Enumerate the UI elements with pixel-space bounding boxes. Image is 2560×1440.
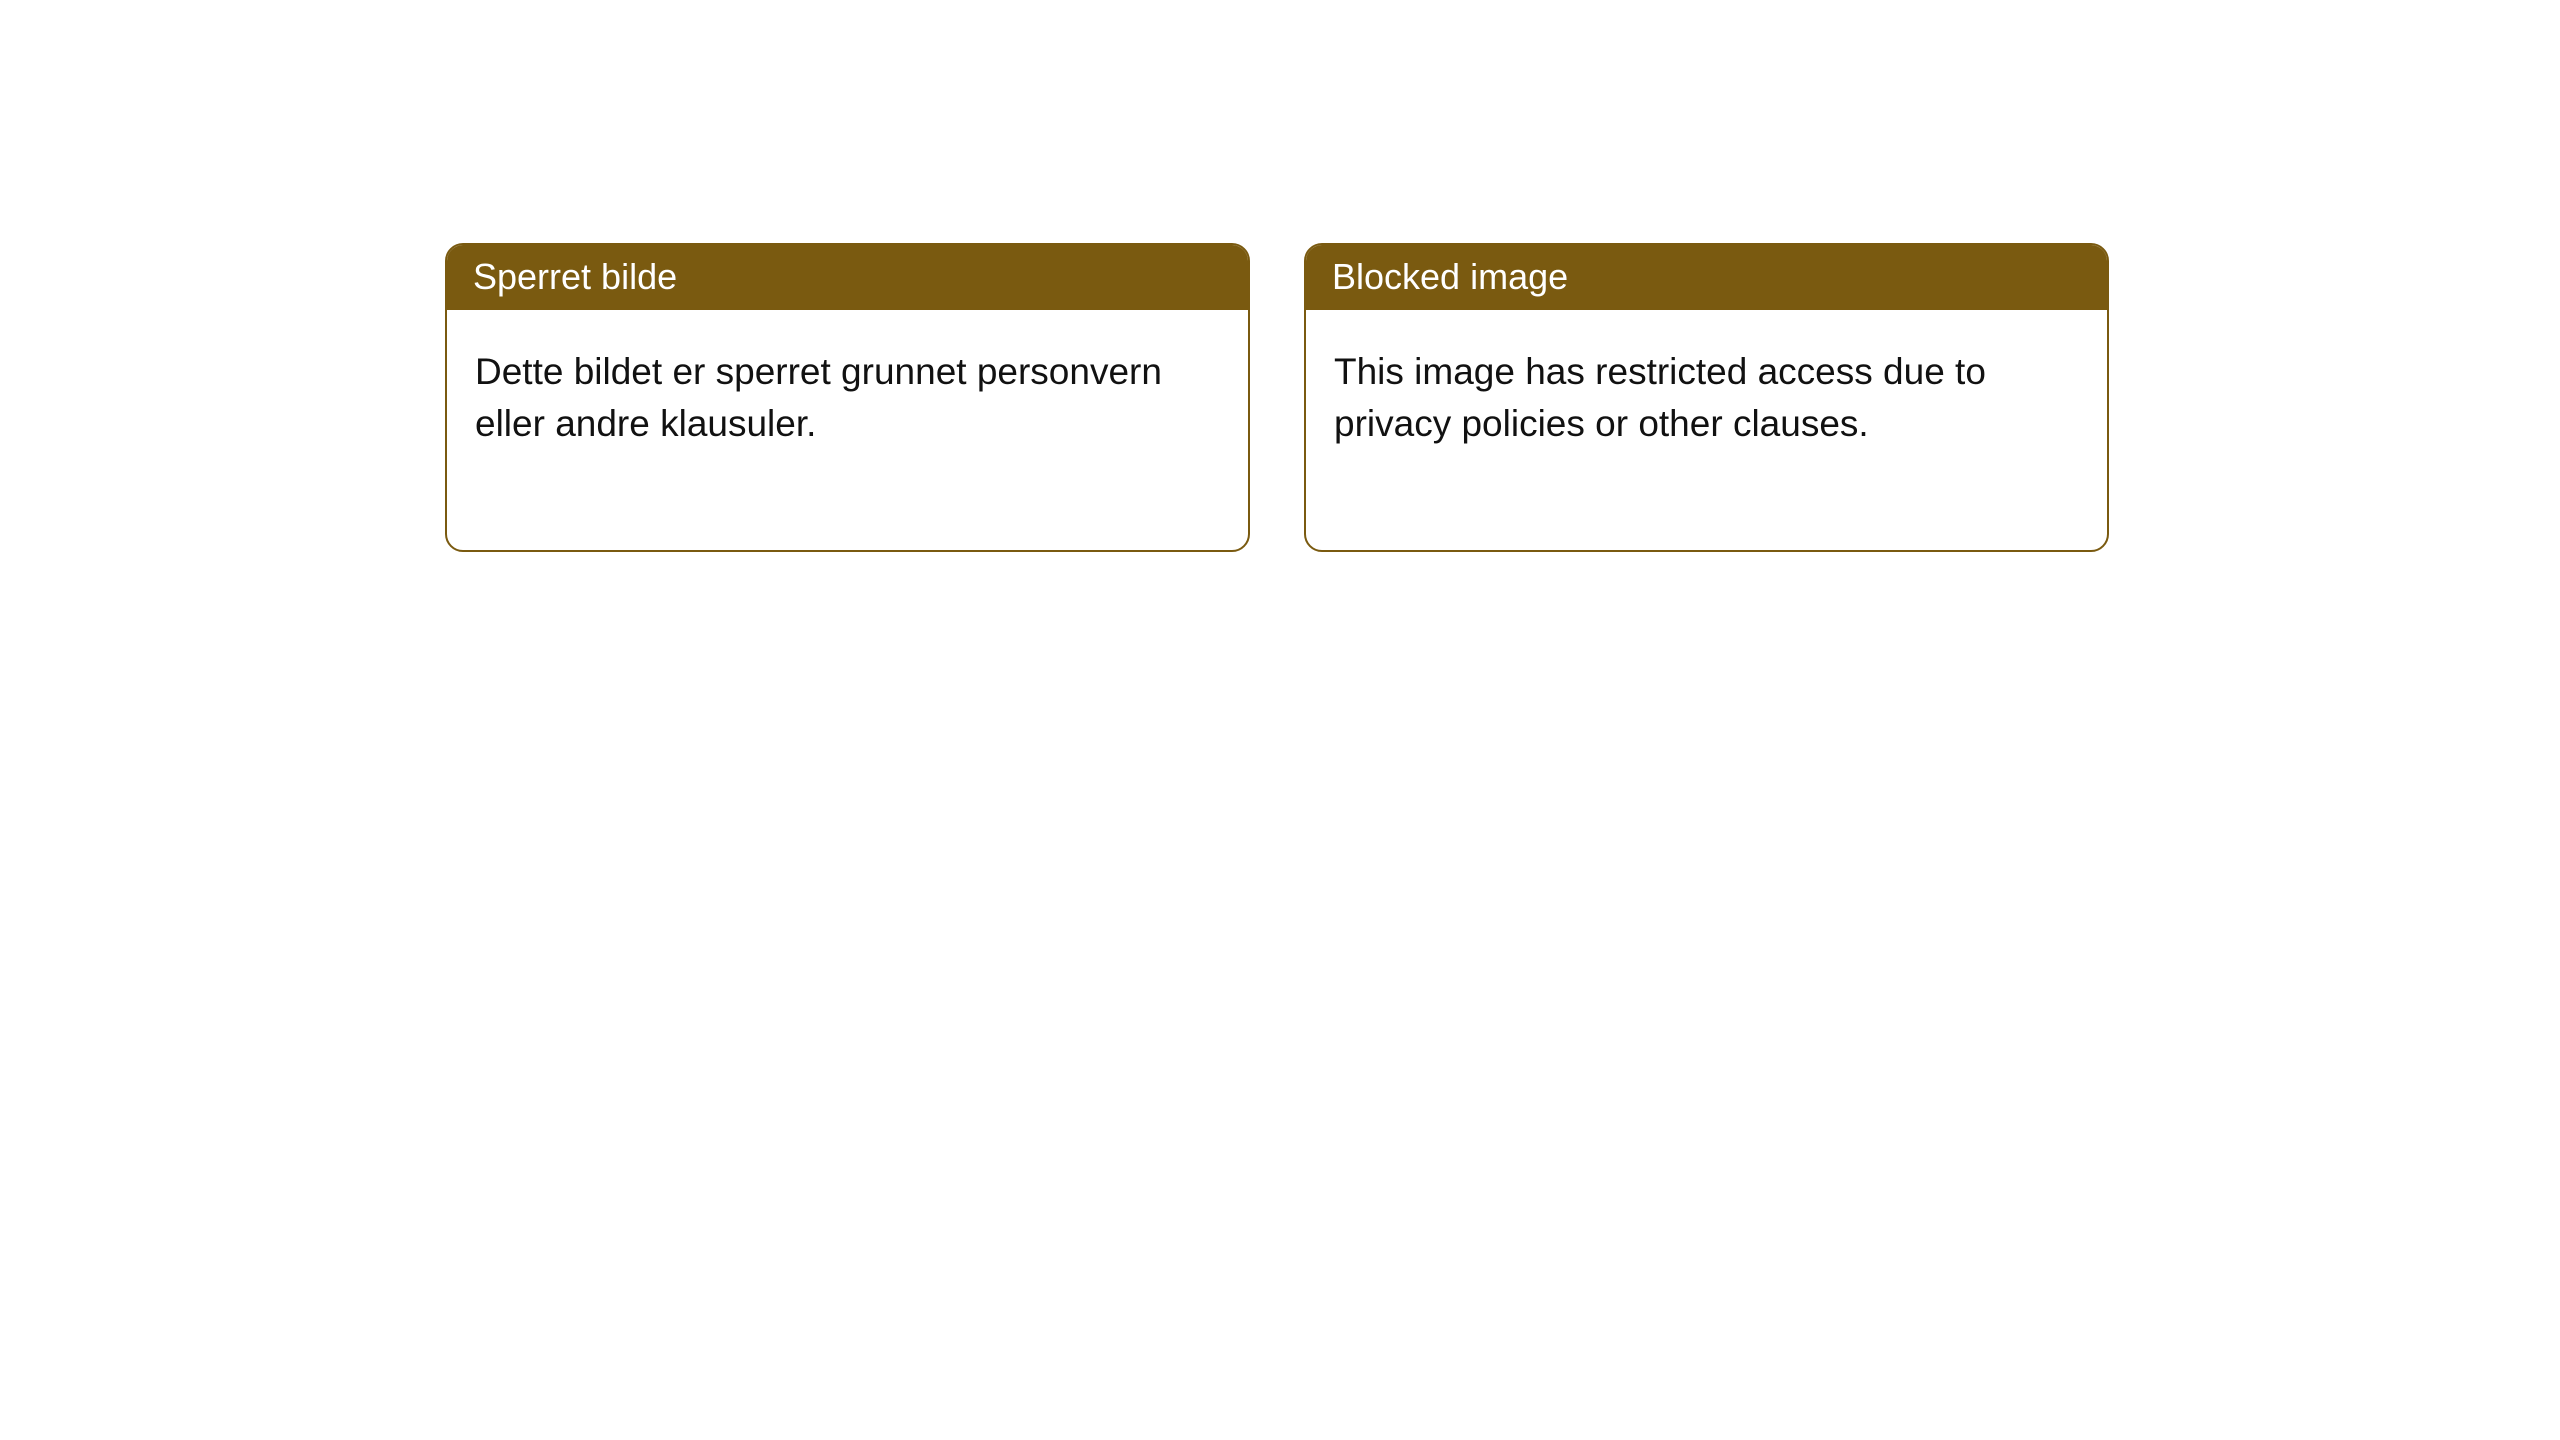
- notice-body-no: Dette bildet er sperret grunnet personve…: [447, 310, 1248, 550]
- notice-header-no: Sperret bilde: [447, 245, 1248, 310]
- notice-card-no: Sperret bilde Dette bildet er sperret gr…: [445, 243, 1250, 552]
- notice-card-en: Blocked image This image has restricted …: [1304, 243, 2109, 552]
- notice-header-en: Blocked image: [1306, 245, 2107, 310]
- notice-body-en: This image has restricted access due to …: [1306, 310, 2107, 550]
- notice-container: Sperret bilde Dette bildet er sperret gr…: [0, 0, 2560, 552]
